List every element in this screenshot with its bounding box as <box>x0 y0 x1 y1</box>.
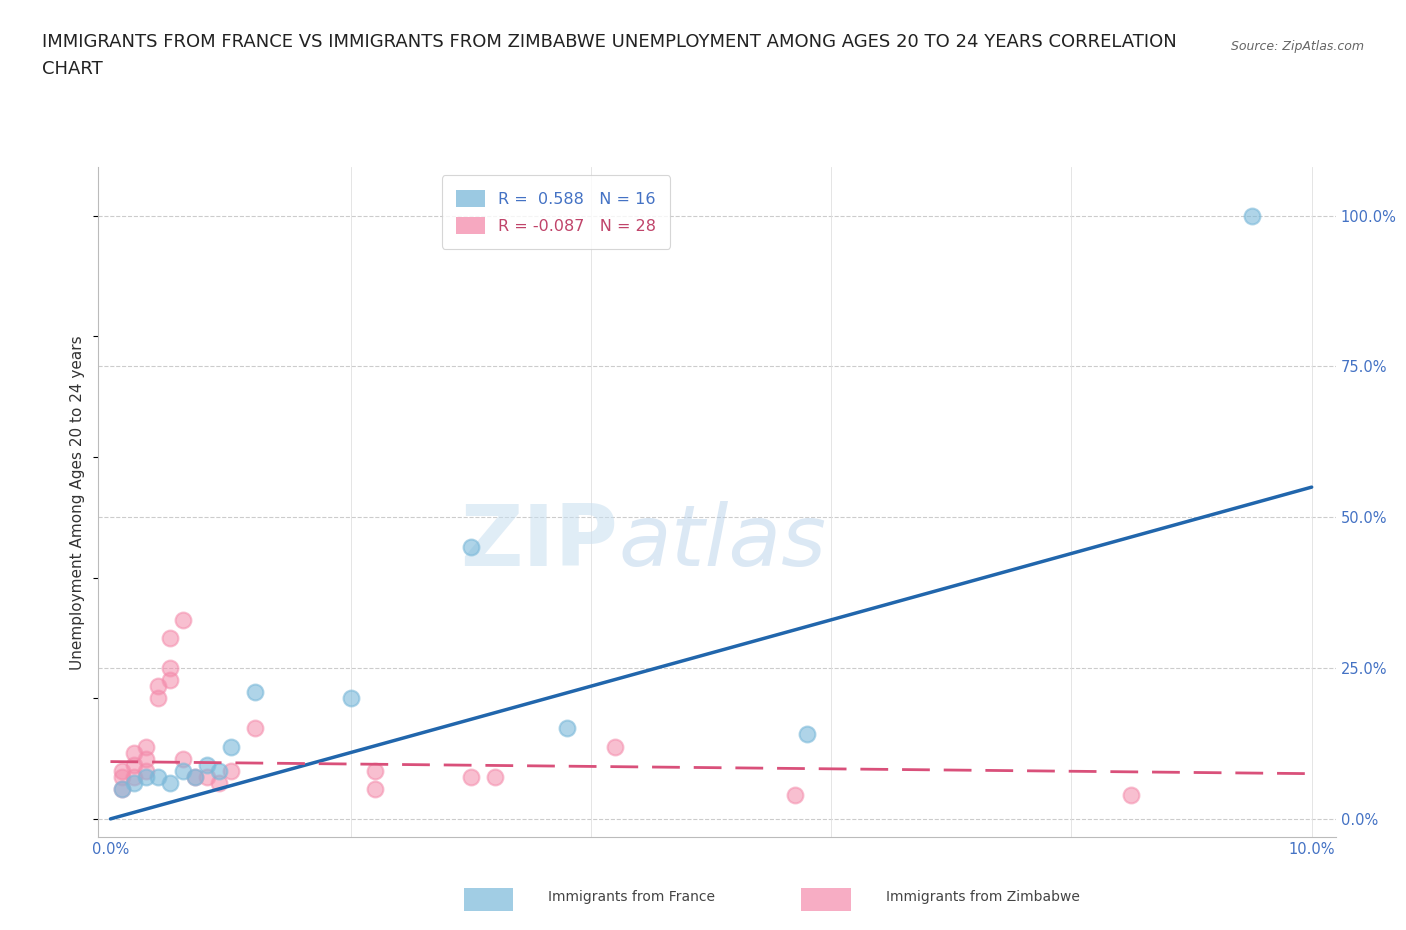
Text: IMMIGRANTS FROM FRANCE VS IMMIGRANTS FROM ZIMBABWE UNEMPLOYMENT AMONG AGES 20 TO: IMMIGRANTS FROM FRANCE VS IMMIGRANTS FRO… <box>42 33 1177 50</box>
Point <box>124 757 146 772</box>
Point <box>159 660 181 675</box>
Point <box>124 776 146 790</box>
Point <box>183 769 205 784</box>
Point <box>460 769 482 784</box>
Point <box>219 739 242 754</box>
Y-axis label: Unemployment Among Ages 20 to 24 years: Unemployment Among Ages 20 to 24 years <box>70 335 86 670</box>
Point <box>148 769 170 784</box>
Point <box>135 764 157 778</box>
Point <box>796 727 818 742</box>
Point <box>111 781 134 796</box>
Point <box>159 631 181 645</box>
Text: Immigrants from Zimbabwe: Immigrants from Zimbabwe <box>886 890 1080 905</box>
Legend: R =  0.588   N = 16, R = -0.087   N = 28: R = 0.588 N = 16, R = -0.087 N = 28 <box>441 176 671 248</box>
Point <box>135 769 157 784</box>
Point <box>124 745 146 760</box>
Point <box>172 612 194 627</box>
Text: Source: ZipAtlas.com: Source: ZipAtlas.com <box>1230 40 1364 53</box>
Point <box>135 751 157 766</box>
Point <box>785 788 807 803</box>
Point <box>172 764 194 778</box>
Point <box>195 769 218 784</box>
Point <box>111 764 134 778</box>
Point <box>460 540 482 555</box>
Point <box>207 776 229 790</box>
Point <box>148 679 170 694</box>
Point <box>111 769 134 784</box>
Point <box>159 776 181 790</box>
Point <box>243 721 266 736</box>
Text: CHART: CHART <box>42 60 103 78</box>
Point <box>135 739 157 754</box>
Point <box>484 769 506 784</box>
Text: Immigrants from France: Immigrants from France <box>548 890 716 905</box>
Point <box>172 751 194 766</box>
Point <box>364 764 387 778</box>
Point <box>148 691 170 706</box>
Point <box>183 769 205 784</box>
Point <box>159 672 181 687</box>
Point <box>555 721 578 736</box>
Point <box>111 781 134 796</box>
Point <box>207 764 229 778</box>
Point <box>195 757 218 772</box>
Text: atlas: atlas <box>619 501 827 584</box>
Point <box>603 739 626 754</box>
Point <box>1240 208 1263 223</box>
Point <box>124 769 146 784</box>
Point <box>243 684 266 699</box>
Point <box>339 691 361 706</box>
Point <box>1121 788 1143 803</box>
Text: ZIP: ZIP <box>460 501 619 584</box>
Point <box>364 781 387 796</box>
Point <box>219 764 242 778</box>
